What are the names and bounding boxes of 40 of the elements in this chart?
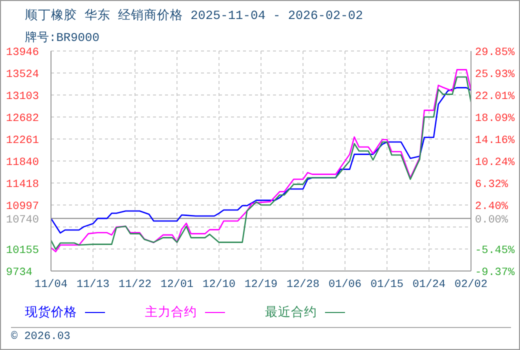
legend-label: 现货价格 [25,304,77,321]
x-tick-label: 12/10 [202,278,236,291]
y-tick-label: 10997 [6,201,40,214]
y-tick-label: 9734 [6,267,33,279]
y2-tick-label: 10.24% [475,157,516,169]
y-tick-label: 10740 [6,214,40,226]
text: © 2026.03 [11,331,70,343]
y-tick-label: 13946 [6,47,40,59]
y-tick-label: 10155 [6,245,40,258]
chart-title: 顺丁橡胶 华东 经销商价格 2025-11-04 - 2026-02-02 [25,8,364,24]
y-tick-label: 12682 [6,113,40,126]
y2-tick-label: 0.00% [475,214,508,226]
legend-label: 主力合约 [145,304,197,321]
y2-tick-label: -9.37% [475,267,516,279]
legend-label: 最近合约 [265,304,317,321]
y2-tick-label: 2.40% [475,200,508,213]
x-tick-label: 02/02 [454,278,488,291]
x-tick-label: 12/28 [286,278,320,291]
y-tick-label: 11418 [6,179,40,192]
y2-tick-label: 6.32% [475,178,508,191]
y2-tick-label: 18.09% [475,112,516,125]
chart-subtitle: 牌号:BR9000 [25,30,100,46]
y2-tick-label: 25.93% [475,68,516,81]
x-tick-label: 01/15 [370,278,404,291]
x-tick-label: 11/22 [118,278,152,291]
y2-tick-label: 22.01% [475,90,516,103]
x-tick-label: 11/04 [34,278,68,291]
x-tick-label: 12/01 [160,278,194,291]
y2-tick-label: 29.85% [475,47,516,59]
x-tick-label: 11/13 [76,278,110,291]
y-tick-label: 13103 [6,91,40,104]
x-tick-label: 12/19 [244,278,278,291]
y2-tick-label: 14.16% [475,135,516,148]
x-tick-label: 01/24 [412,278,446,291]
y-tick-label: 11840 [6,157,40,169]
y-tick-label: 12261 [6,135,40,148]
y-tick-label: 13524 [6,69,40,82]
line-series [51,87,471,234]
x-tick-label: 01/06 [328,278,362,291]
y2-tick-label: -5.45% [475,245,516,258]
